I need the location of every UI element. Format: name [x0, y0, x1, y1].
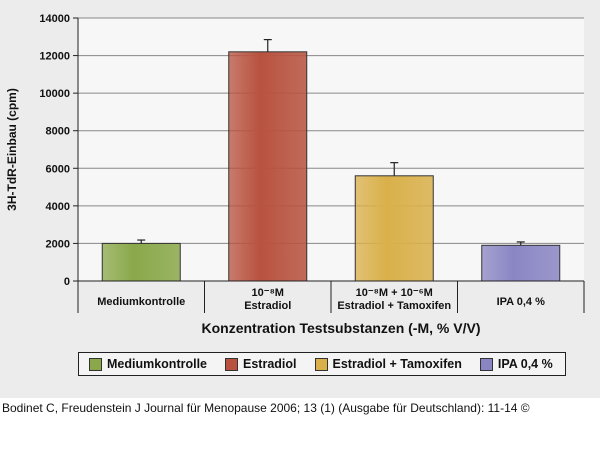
y-tick-label: 4000: [46, 201, 70, 213]
x-category-label: 10⁻⁸M + 10⁻⁶M: [356, 287, 433, 299]
x-axis-title: Konzentration Testsubstanzen (-M, % V/V): [202, 320, 481, 336]
y-tick-label: 8000: [46, 126, 70, 138]
x-category-label: Estradiol + Tamoxifen: [337, 300, 451, 312]
legend-swatch: [89, 357, 102, 371]
y-tick-label: 2000: [46, 238, 70, 250]
y-tick-label: 6000: [46, 163, 70, 175]
legend-item: Mediumkontrolle: [89, 357, 207, 371]
bar-4: [481, 244, 561, 282]
chart-legend: Mediumkontrolle Estradiol Estradiol + Tamo…: [78, 352, 566, 376]
legend-item: IPA 0,4 %: [479, 357, 553, 371]
legend-label: Estradiol + Tamoxifen: [332, 357, 462, 371]
bar-3: [354, 175, 434, 282]
x-category-label: Estradiol: [244, 300, 291, 312]
legend-label: Estradiol: [243, 357, 297, 371]
bar-1: [101, 242, 181, 282]
legend-swatch: [314, 357, 328, 371]
chart-frame: 0 2000 4000 6000 8000 10000 12000 14000 Mediumko…: [0, 0, 600, 398]
y-tick-label: 0: [64, 276, 70, 288]
legend-swatch: [479, 357, 493, 371]
legend-swatch: [225, 357, 239, 371]
x-category-label: IPA 0,4 %: [497, 296, 546, 308]
x-category-label: Mediumkontrolle: [97, 296, 185, 308]
legend-label: Mediumkontrolle: [107, 357, 208, 371]
bar-2: [228, 51, 308, 282]
y-tick-label: 12000: [39, 51, 70, 63]
legend-label: IPA 0,4 %: [497, 357, 553, 371]
y-tick-label: 14000: [39, 13, 70, 25]
y-tick-label: 10000: [39, 88, 70, 100]
y-axis-title: 3H-TdR-Einbau (cpm): [5, 88, 19, 211]
x-category-label: 10⁻⁸M: [252, 287, 284, 299]
legend-item: Estradiol + Tamoxifen: [314, 357, 462, 371]
plot-area: [78, 18, 584, 281]
legend-item: Estradiol: [225, 357, 297, 371]
bar-chart: 0 2000 4000 6000 8000 10000 12000 14000 Mediumko…: [5, 13, 585, 336]
figure-caption: Bodinet C, Freudenstein J Journal für Me…: [2, 401, 530, 415]
